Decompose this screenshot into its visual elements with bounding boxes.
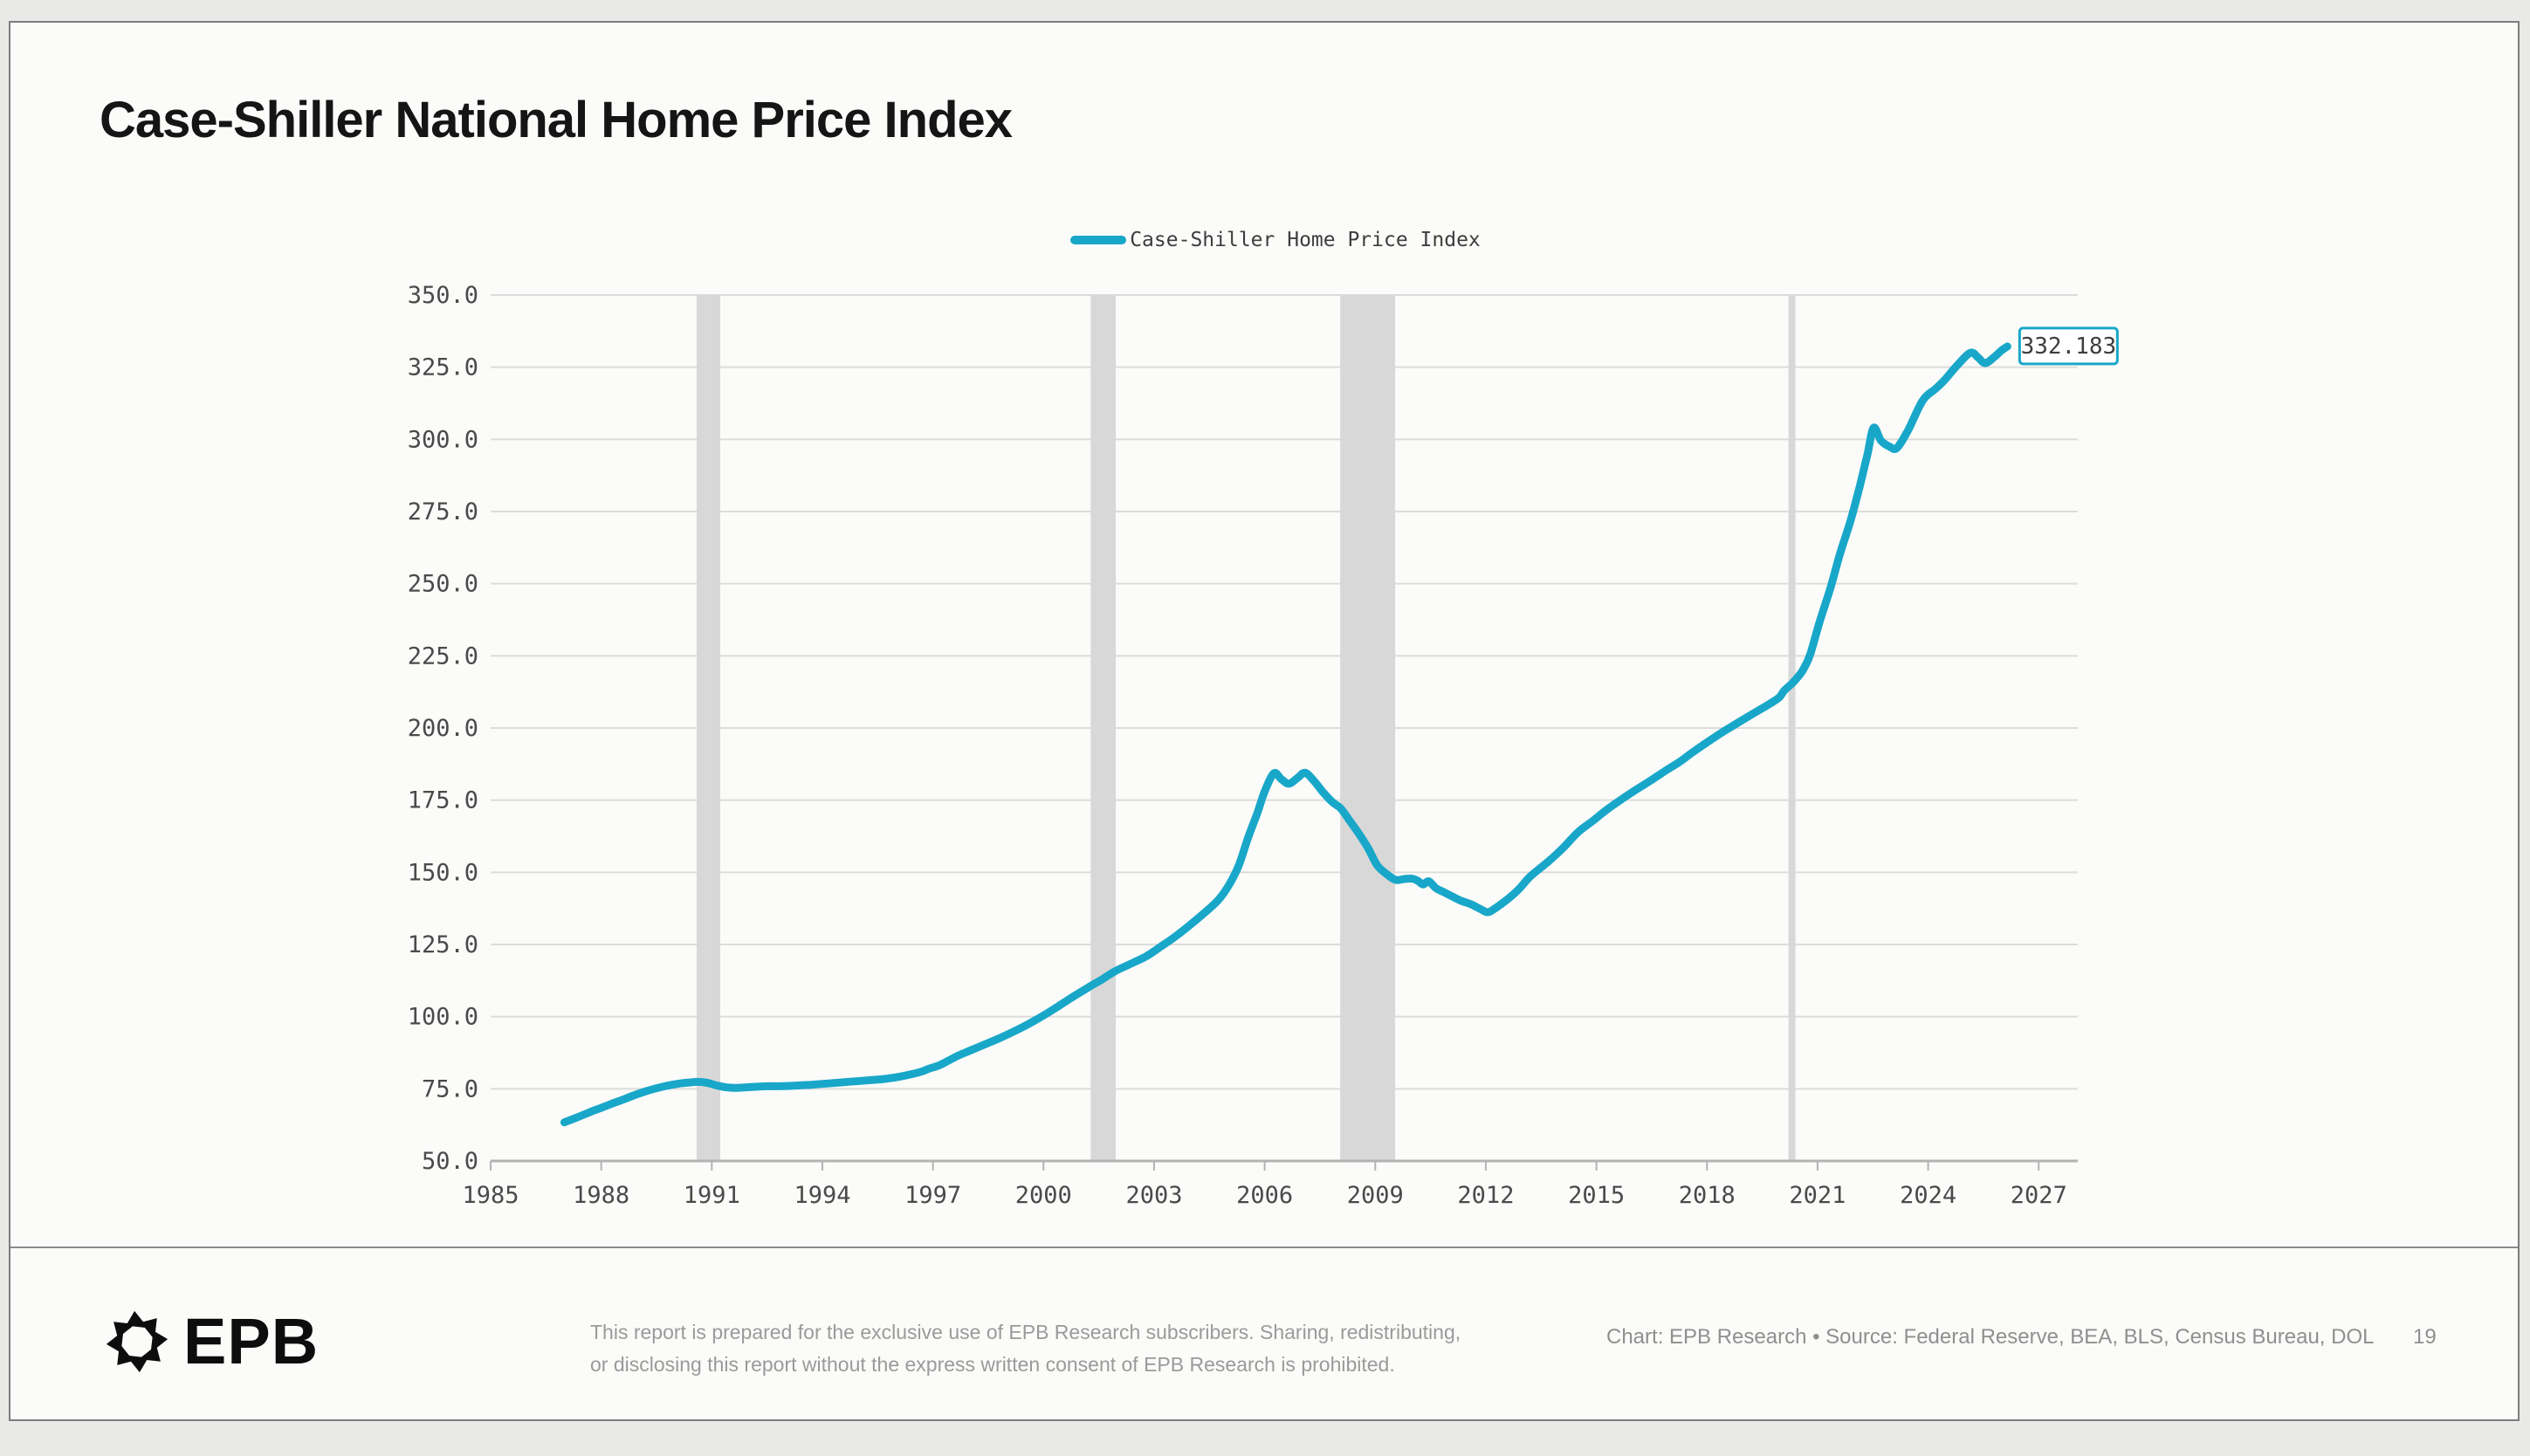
x-tick-label: 1988 [573,1182,629,1209]
x-tick-label: 1985 [462,1182,519,1209]
chart-credits: Chart: EPB Research • Source: Federal Re… [1606,1325,2375,1349]
x-tick-label: 2018 [1679,1182,1736,1209]
recession-band [1788,295,1796,1161]
epb-shutter-icon [106,1310,168,1372]
x-tick-label: 2015 [1568,1182,1625,1209]
x-tick-label: 2021 [1789,1182,1846,1209]
recession-band [1090,295,1117,1161]
x-tick-label: 1991 [684,1182,740,1209]
price-line [560,342,2011,1127]
x-tick-label: 2009 [1347,1182,1404,1209]
x-tick-label: 1997 [904,1182,961,1209]
epb-logo: EPB [103,1304,319,1378]
page-title: Case-Shiller National Home Price Index [100,92,1013,148]
latest-value-badge [2018,326,2119,366]
y-tick-label: 100.0 [408,1004,478,1031]
chart-legend: Case-Shiller Home Price Index [482,229,2069,251]
y-tick-label: 250.0 [408,571,478,598]
x-tick-label: 2012 [1457,1182,1514,1209]
y-tick-label: 225.0 [408,642,478,670]
disclaimer-text: This report is prepared for the exclusiv… [590,1316,1550,1381]
x-tick-label: 1994 [794,1182,850,1209]
y-tick-label: 200.0 [408,715,478,742]
y-tick-label: 75.0 [422,1075,478,1102]
logo-wedge [113,1321,135,1338]
latest-value-label: 332.183 [2021,333,2117,360]
y-tick-label: 50.0 [422,1148,478,1175]
y-tick-label: 125.0 [408,931,478,958]
y-tick-label: 275.0 [408,498,478,525]
disclaimer-line-2: or disclosing this report without the ex… [590,1353,1395,1376]
x-tick-label: 2024 [1900,1182,1956,1209]
y-tick-label: 150.0 [408,859,478,886]
legend-label: Case-Shiller Home Price Index [1130,229,1481,251]
home-price-index-chart: 1985 1988 1991 1994 1997 2000 2003 2006 2009 2012… [408,282,2119,1209]
legend-line-swatch [1070,236,1127,244]
x-tick-label: 2027 [2011,1182,2067,1209]
footer-divider [10,1247,2518,1248]
report-card: Case-Shiller National Home Price Index C… [9,21,2520,1421]
y-tick-label: 175.0 [408,787,478,814]
x-tick-label: 2003 [1125,1182,1182,1209]
x-tick-label: 2000 [1015,1182,1072,1209]
recession-band [697,295,721,1161]
x-tick-label: 2006 [1236,1182,1293,1209]
y-tick-label: 325.0 [408,354,478,381]
y-tick-label: 350.0 [408,282,478,309]
recession-band [1340,295,1396,1161]
page-number: 19 [2413,1325,2437,1349]
epb-logo-text: EPB [183,1305,320,1377]
disclaimer-line-1: This report is prepared for the exclusiv… [590,1321,1461,1343]
y-tick-label: 300.0 [408,426,478,453]
